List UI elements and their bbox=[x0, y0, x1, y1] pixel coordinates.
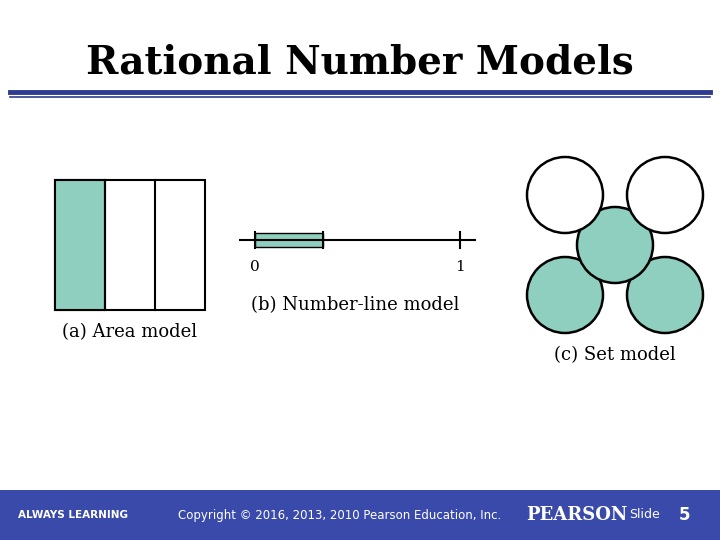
Bar bbox=[0, 490, 720, 540]
Circle shape bbox=[577, 207, 653, 283]
Text: 1: 1 bbox=[455, 260, 465, 274]
Text: PEARSON: PEARSON bbox=[526, 506, 628, 524]
Circle shape bbox=[627, 257, 703, 333]
Text: Rational Number Models: Rational Number Models bbox=[86, 43, 634, 81]
Circle shape bbox=[527, 157, 603, 233]
Circle shape bbox=[627, 157, 703, 233]
Text: (b) Number-line model: (b) Number-line model bbox=[251, 296, 459, 314]
Text: (c) Set model: (c) Set model bbox=[554, 346, 676, 364]
Bar bbox=[55, 180, 205, 310]
Bar bbox=[255, 233, 323, 247]
Text: 5: 5 bbox=[679, 506, 690, 524]
Text: 0: 0 bbox=[250, 260, 260, 274]
Text: ALWAYS LEARNING: ALWAYS LEARNING bbox=[18, 510, 128, 520]
Circle shape bbox=[527, 257, 603, 333]
Text: (a) Area model: (a) Area model bbox=[63, 323, 197, 341]
Text: Copyright © 2016, 2013, 2010 Pearson Education, Inc.: Copyright © 2016, 2013, 2010 Pearson Edu… bbox=[179, 509, 502, 522]
Text: Slide: Slide bbox=[629, 509, 660, 522]
Bar bbox=[55, 180, 105, 310]
